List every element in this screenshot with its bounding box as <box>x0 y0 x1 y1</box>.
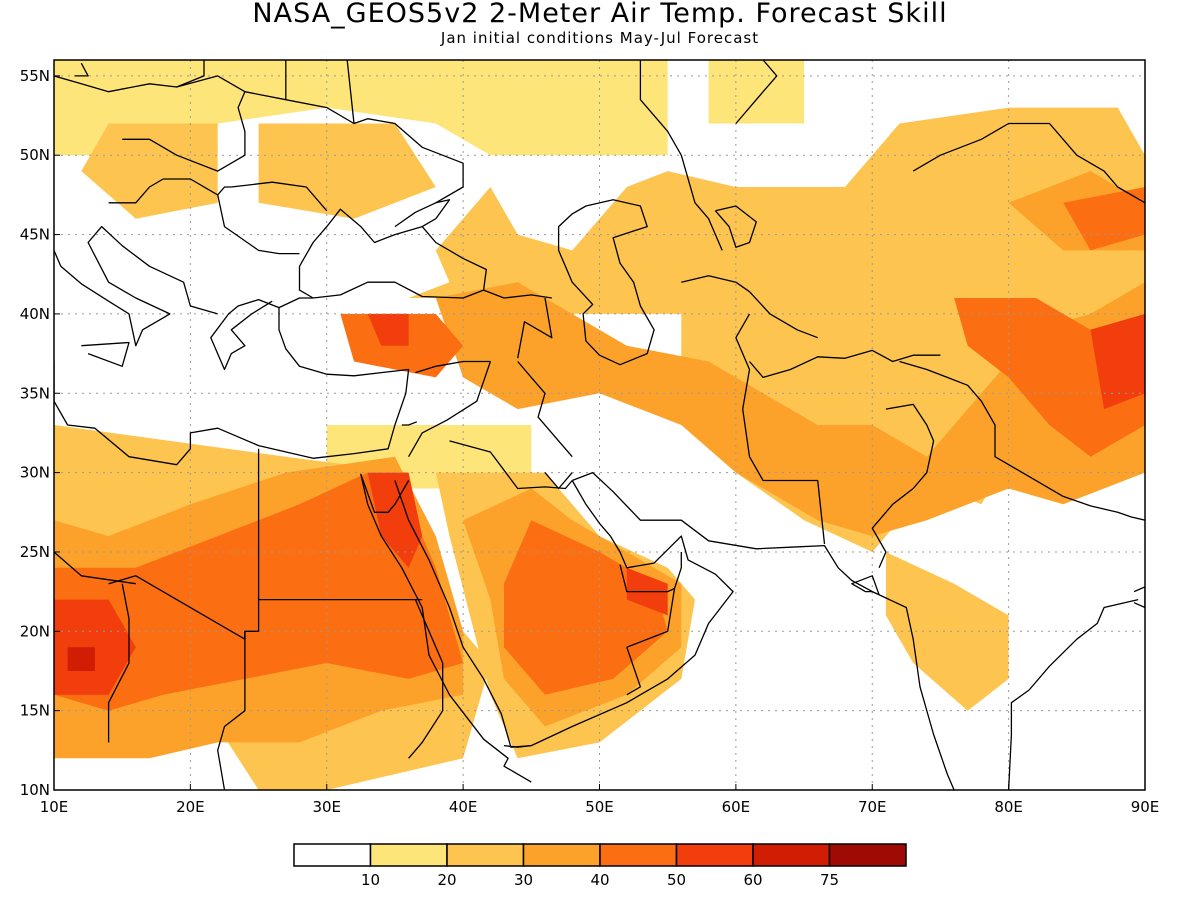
coastline-segment <box>714 205 757 248</box>
map-subtitle: Jan initial conditions May-Jul Forecast <box>440 29 760 47</box>
coastline-segment <box>217 631 246 790</box>
y-tick-label: 55N <box>20 67 50 85</box>
skill-region-19 <box>367 472 423 568</box>
skill-region-3 <box>258 123 436 219</box>
coastline-segment <box>571 471 955 790</box>
coastline-segment <box>408 599 444 759</box>
colorbar-swatch-6 <box>752 843 831 867</box>
skill-region-22 <box>367 313 409 346</box>
coastline-segment <box>394 199 451 228</box>
colorbar-label: 30 <box>514 871 533 889</box>
x-tick-label: 30E <box>312 798 341 816</box>
skill-region-4 <box>81 123 218 219</box>
coastline-segment <box>163 178 300 255</box>
coastline-segment <box>298 208 487 299</box>
colorbar-swatch-4 <box>599 843 678 867</box>
y-tick-label: 35N <box>20 384 50 402</box>
coastline-segment <box>749 349 941 379</box>
colorbar-swatch-1 <box>369 843 448 867</box>
coastline-segment <box>346 60 355 124</box>
x-tick-label: 90E <box>1131 798 1160 816</box>
x-axis: 10E 20E 30E 40E 50E 60E 70E 80E 90E <box>40 784 1160 816</box>
skill-region-21 <box>1090 313 1145 410</box>
coastline-segment <box>639 60 723 251</box>
skill-region-1 <box>708 60 805 124</box>
coastline-segment <box>735 313 826 545</box>
x-tick-label: 20E <box>176 798 205 816</box>
colorbar-swatch-5 <box>675 843 754 867</box>
colorbar-swatch-7 <box>828 843 907 867</box>
x-tick-label: 70E <box>858 798 887 816</box>
coastline-segment <box>107 583 130 743</box>
coastline-segment <box>735 60 778 124</box>
colorbar-swatch-0 <box>293 843 372 867</box>
y-tick-label: 20N <box>20 622 50 640</box>
coastline-segment <box>483 289 552 299</box>
coastline-segment <box>449 440 573 490</box>
coastline-segment <box>54 225 218 347</box>
y-tick-label: 45N <box>20 226 50 244</box>
skill-region-23 <box>67 647 95 671</box>
colorbar-label: 10 <box>361 871 380 889</box>
skill-region-14 <box>504 520 668 695</box>
coastline-segment <box>557 199 655 366</box>
coastline-segment <box>54 297 410 466</box>
coastline-segment <box>415 360 491 374</box>
colorbar-label: 40 <box>590 871 609 889</box>
coastline-segment <box>217 186 232 196</box>
coastline-segment <box>54 551 136 585</box>
coastline-segment <box>401 421 418 426</box>
coastline-segment <box>871 403 935 569</box>
y-tick-label: 15N <box>20 702 50 720</box>
coastline-segment <box>899 360 1145 521</box>
x-tick-label: 60E <box>722 798 751 816</box>
coastline-segment <box>54 60 205 93</box>
coastline-segment <box>912 122 1145 204</box>
coastline-segment <box>517 361 573 458</box>
coastline-segment <box>108 178 164 204</box>
x-tick-label: 80E <box>994 798 1023 816</box>
y-tick-label: 25N <box>20 543 50 561</box>
y-axis: 10N 15N 20N 25N 30N 35N 40N 45N 50N 55N <box>20 67 60 799</box>
x-tick-label: 10E <box>40 798 69 816</box>
y-tick-label: 50N <box>20 146 50 164</box>
colorbar: 10 20 30 40 50 60 75 <box>293 843 907 889</box>
y-tick-label: 30N <box>20 464 50 482</box>
y-tick-label: 10N <box>20 781 50 799</box>
skill-region-8 <box>885 552 1009 711</box>
coastline-segment <box>81 341 130 367</box>
colorbar-label: 60 <box>743 871 762 889</box>
colorbar-label: 50 <box>667 871 686 889</box>
coastline-segment <box>851 575 880 596</box>
y-tick-label: 40N <box>20 305 50 323</box>
coastline-segment <box>626 588 676 648</box>
coastline-segment <box>210 298 280 371</box>
x-tick-label: 50E <box>585 798 614 816</box>
colorbar-swatch-2 <box>446 843 525 867</box>
coastline-segment <box>394 480 734 748</box>
colorbar-label: 75 <box>820 871 839 889</box>
x-tick-label: 40E <box>449 798 478 816</box>
skill-region-0 <box>54 60 668 156</box>
coastline-segment <box>360 473 532 783</box>
coastline-segment <box>517 297 553 359</box>
skill-region-11 <box>435 282 1145 537</box>
map-title: NASA_GEOS5v2 2-Meter Air Temp. Forecast … <box>252 0 948 29</box>
colorbar-label: 20 <box>437 871 456 889</box>
coastline-segment <box>176 75 464 204</box>
coastline-segment <box>1007 598 1139 790</box>
coastline-segment <box>74 62 89 77</box>
coastline-segment <box>681 275 818 339</box>
coastline-segment <box>408 361 492 458</box>
coastline-segment <box>122 91 246 172</box>
lat-lon-grid <box>54 60 1145 790</box>
coastline-segment <box>626 646 642 696</box>
coastline-segment <box>619 552 682 593</box>
coastline-segment <box>1133 586 1145 609</box>
coastline-segment <box>231 181 328 212</box>
coastline-segment <box>503 744 532 748</box>
coastlines-and-borders <box>54 60 1145 790</box>
colorbar-swatch-3 <box>522 843 601 867</box>
